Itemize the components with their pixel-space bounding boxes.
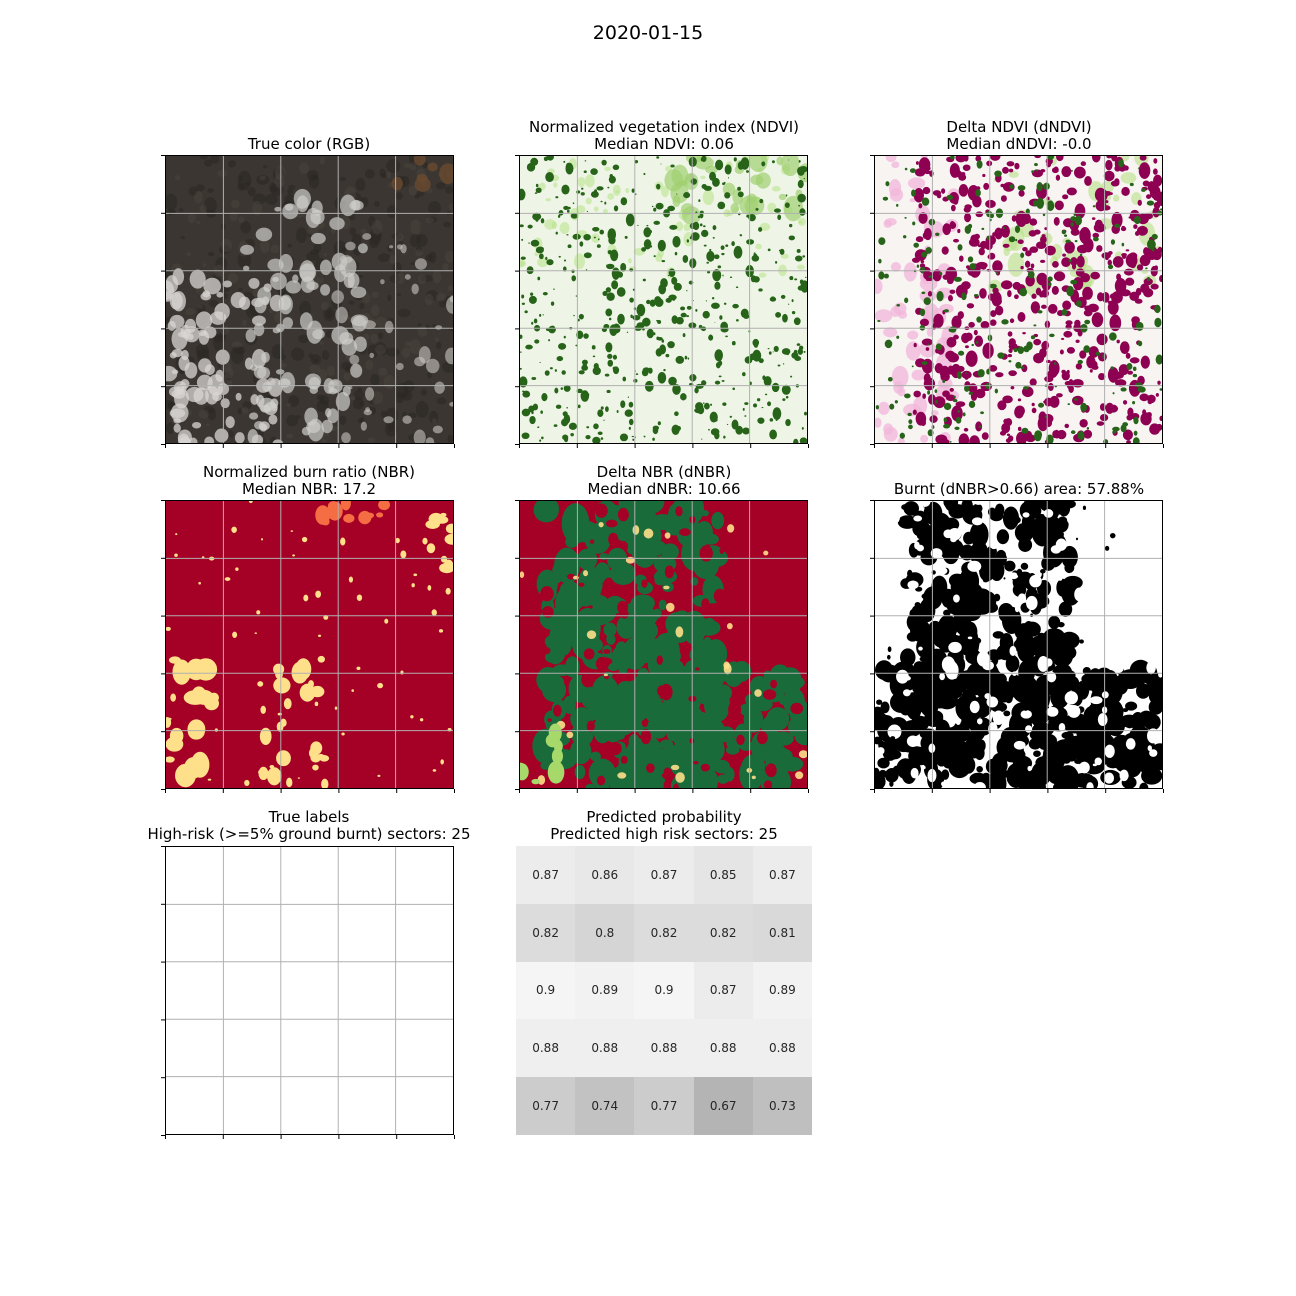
- heatmap-cell: 0.77: [516, 1077, 576, 1135]
- heatmap-cell-label: 0.87: [709, 983, 737, 998]
- dnbr-panel: [519, 500, 808, 789]
- labels-subtitle: High-risk (>=5% ground burnt) sectors: 2…: [147, 825, 471, 843]
- rgb-panel: [165, 155, 454, 444]
- labels-panel: [165, 846, 454, 1135]
- pred-heatmap: 0.87 0.86 0.87 0.85 0.87 0.82 0.8 0.82 0.82 0.81 0…: [516, 846, 812, 1135]
- heatmap-cell: 0.77: [634, 1077, 694, 1135]
- heatmap-cell-label: 0.82: [650, 925, 678, 940]
- heatmap-cell-label: 0.89: [591, 983, 619, 998]
- heatmap-cell-label: 0.88: [532, 1041, 559, 1056]
- heatmap-cell: 0.74: [575, 1077, 635, 1135]
- heatmap-cell-label: 0.82: [532, 925, 559, 940]
- rgb-panel-title: True color (RGB): [99, 136, 519, 153]
- pred-title: Predicted probability: [586, 808, 742, 826]
- raster-image: [166, 156, 453, 443]
- raster-image: [520, 156, 807, 443]
- heatmap-cell-label: 0.85: [709, 867, 737, 882]
- heatmap-cell: 0.88: [575, 1019, 635, 1078]
- pred-subtitle: Predicted high risk sectors: 25: [550, 825, 778, 843]
- heatmap-cell-label: 0.77: [532, 1099, 559, 1114]
- heatmap-cell-label: 0.8: [595, 925, 615, 940]
- heatmap-cell: 0.88: [752, 1019, 812, 1078]
- dndvi-panel: [874, 155, 1163, 444]
- heatmap-cell-label: 0.88: [650, 1041, 678, 1056]
- heatmap-cell: 0.89: [752, 961, 812, 1020]
- heatmap-cell: 0.73: [752, 1077, 812, 1135]
- dnbr-title: Delta NBR (dNBR): [596, 463, 732, 481]
- raster-image: [875, 501, 1162, 788]
- heatmap-cell: 0.87: [516, 846, 576, 904]
- heatmap-cell-label: 0.77: [650, 1099, 678, 1114]
- heatmap-cell: 0.87: [634, 846, 694, 904]
- heatmap-cell: 0.88: [516, 1019, 576, 1078]
- heatmap-cell-label: 0.89: [769, 983, 796, 998]
- heatmap-cell: 0.82: [634, 903, 694, 962]
- heatmap-cell-label: 0.87: [650, 867, 678, 882]
- ndvi-panel: [519, 155, 808, 444]
- dndvi-subtitle: Median dNDVI: -0.0: [946, 135, 1092, 153]
- heatmap-cell-label: 0.88: [591, 1041, 619, 1056]
- heatmap-cell: 0.67: [693, 1077, 753, 1135]
- nbr-panel: [165, 500, 454, 789]
- labels-title: True labels: [268, 808, 350, 826]
- ndvi-title: Normalized vegetation index (NDVI): [529, 118, 799, 136]
- raster-image: [875, 156, 1162, 443]
- heatmap-cell: 0.88: [634, 1019, 694, 1078]
- dnbr-subtitle: Median dNBR: 10.66: [587, 480, 741, 498]
- grid-lines: [166, 847, 453, 1134]
- nbr-panel-title: Normalized burn ratio (NBR) Median NBR: …: [99, 464, 519, 498]
- burnt-title: Burnt (dNBR>0.66) area: 57.88%: [893, 480, 1145, 498]
- heatmap-cell-label: 0.82: [709, 925, 737, 940]
- nbr-subtitle: Median NBR: 17.2: [241, 480, 377, 498]
- heatmap-cell: 0.82: [693, 903, 753, 962]
- heatmap-cell: 0.9: [634, 961, 694, 1020]
- heatmap-cell: 0.88: [693, 1019, 753, 1078]
- heatmap-cell: 0.8: [575, 903, 635, 962]
- heatmap-cell-label: 0.74: [591, 1099, 619, 1114]
- heatmap-cell-label: 0.67: [709, 1099, 737, 1114]
- rgb-title: True color (RGB): [247, 135, 371, 153]
- heatmap-cell: 0.85: [693, 846, 753, 904]
- raster-image: [166, 501, 453, 788]
- labels-panel-title: True labels High-risk (>=5% ground burnt…: [99, 809, 519, 843]
- heatmap-cell: 0.87: [693, 961, 753, 1020]
- heatmap-cell: 0.86: [575, 846, 635, 904]
- dnbr-panel-title: Delta NBR (dNBR) Median dNBR: 10.66: [454, 464, 874, 498]
- heatmap-cell-label: 0.9: [654, 983, 674, 998]
- figure-title: 2020-01-15: [592, 22, 704, 44]
- heatmap-cell-label: 0.87: [532, 867, 559, 882]
- heatmap-cell: 0.89: [575, 961, 635, 1020]
- heatmap-cell-label: 0.73: [769, 1099, 796, 1114]
- ndvi-panel-title: Normalized vegetation index (NDVI) Media…: [454, 119, 874, 153]
- ndvi-subtitle: Median NDVI: 0.06: [594, 135, 734, 153]
- nbr-title: Normalized burn ratio (NBR): [202, 463, 416, 481]
- burnt-panel-title: Burnt (dNBR>0.66) area: 57.88%: [809, 481, 1229, 498]
- pred-panel-title: Predicted probability Predicted high ris…: [454, 809, 874, 843]
- heatmap-cell-label: 0.88: [709, 1041, 737, 1056]
- heatmap-cell-label: 0.86: [591, 867, 619, 882]
- heatmap-cell-label: 0.87: [769, 867, 796, 882]
- heatmap-cell: 0.81: [752, 903, 812, 962]
- heatmap-cell: 0.9: [516, 961, 576, 1020]
- heatmap-cell: 0.82: [516, 903, 576, 962]
- dndvi-panel-title: Delta NDVI (dNDVI) Median dNDVI: -0.0: [809, 119, 1229, 153]
- raster-image: [520, 501, 807, 788]
- heatmap-cell-label: 0.88: [769, 1041, 796, 1056]
- heatmap-cell-label: 0.81: [769, 925, 796, 940]
- burnt-panel: [874, 500, 1163, 789]
- dndvi-title: Delta NDVI (dNDVI): [946, 118, 1092, 136]
- heatmap-cell: 0.87: [752, 846, 812, 904]
- heatmap-cell-label: 0.9: [536, 983, 556, 998]
